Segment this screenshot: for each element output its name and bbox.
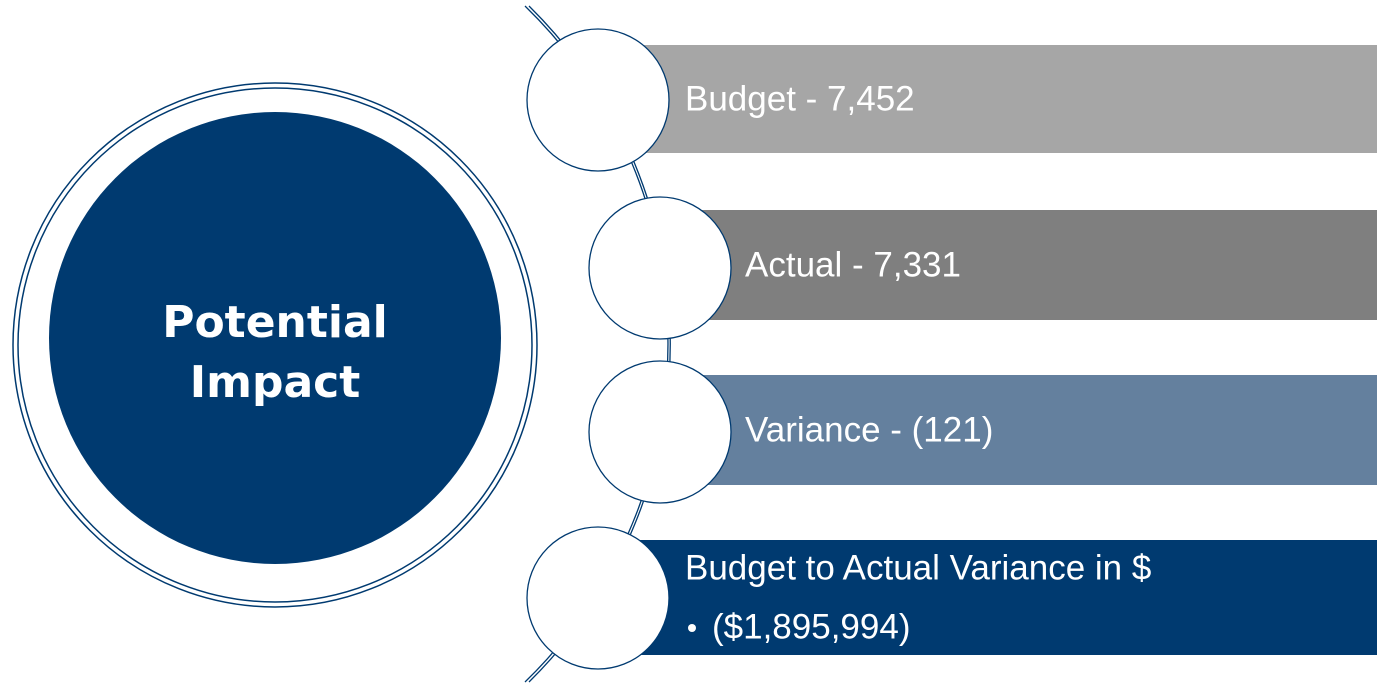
bullet-dot [688,624,696,632]
center-title: Impact [190,357,361,408]
item-bar [640,45,1377,153]
outer-ring [17,87,533,603]
item-label: Budget - 7,452 [685,79,915,118]
item-bullet: ($1,895,994) [712,607,910,646]
center-circle [49,112,501,564]
item-node [588,360,732,504]
item-bar [700,210,1377,320]
item-label: Budget to Actual Variance in $ [685,548,1151,587]
item-bar [640,540,1377,655]
item-node [588,196,732,340]
item-bar [700,375,1377,485]
item-label: Actual - 7,331 [745,245,961,284]
item-node [526,526,670,670]
outer-ring [12,82,538,608]
item-label: Variance - (121) [745,410,993,449]
center-title: Potential [162,297,388,348]
item-node [526,28,670,172]
